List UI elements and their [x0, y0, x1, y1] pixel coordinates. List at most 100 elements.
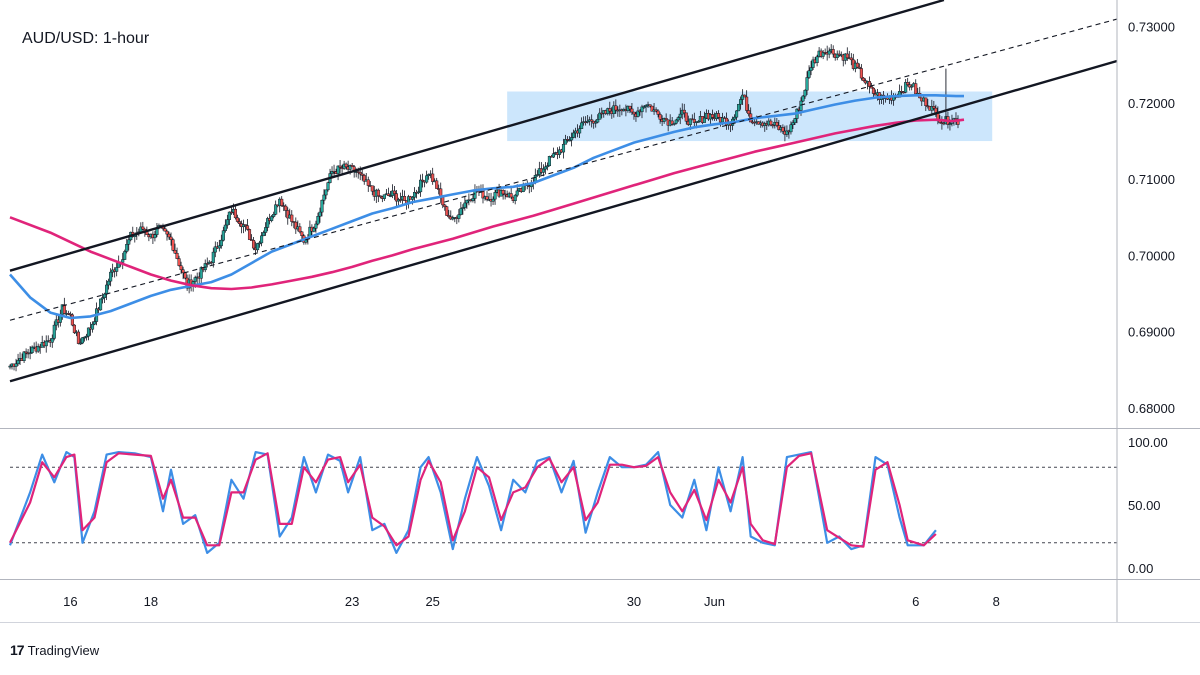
- candle: [791, 120, 795, 129]
- candle: [84, 333, 89, 341]
- candle: [572, 129, 576, 139]
- candle: [608, 101, 612, 116]
- candle-body: [630, 108, 634, 113]
- candle: [463, 196, 467, 211]
- candle: [551, 147, 555, 159]
- candle: [769, 118, 773, 127]
- candle: [82, 336, 87, 342]
- candle-body: [674, 119, 678, 124]
- channel-mid-line: [9, 18, 1118, 321]
- chart-title: AUD/USD: 1-hour: [22, 30, 150, 47]
- candle-body: [350, 165, 354, 168]
- candle: [481, 184, 485, 204]
- candle: [394, 189, 398, 207]
- candle-body: [803, 89, 807, 97]
- candle: [103, 292, 107, 304]
- candle: [827, 47, 831, 59]
- candle: [199, 266, 203, 284]
- candle-body: [445, 206, 449, 216]
- candle-body: [392, 190, 396, 194]
- candle-body: [650, 105, 654, 112]
- candle: [743, 94, 747, 98]
- candle-body: [509, 193, 513, 198]
- candle-body: [175, 252, 179, 259]
- candle-body: [82, 336, 87, 339]
- price-tick-label: 0.72000: [1128, 96, 1175, 111]
- candle-body: [280, 198, 284, 206]
- candle-body: [515, 190, 519, 196]
- candle-body: [904, 82, 908, 93]
- candle: [435, 177, 439, 189]
- candle: [914, 79, 918, 96]
- candle: [775, 118, 779, 128]
- oscillator-panel: 100.00 50.00 0.00: [8, 435, 1168, 576]
- candle: [598, 108, 602, 120]
- candle-body: [745, 96, 749, 111]
- candle: [225, 214, 229, 229]
- candle: [28, 346, 32, 360]
- candle-body: [227, 211, 231, 220]
- candle-body: [644, 105, 648, 107]
- candle: [910, 84, 914, 91]
- candle-body: [225, 219, 229, 226]
- candle: [745, 90, 749, 113]
- candle-body: [457, 214, 461, 219]
- candle: [320, 199, 324, 217]
- candle: [256, 242, 260, 253]
- candle-body: [360, 173, 364, 176]
- candle-body: [867, 81, 871, 87]
- candle-body: [781, 127, 785, 132]
- candle-body: [322, 194, 326, 201]
- candle: [16, 353, 20, 366]
- candle: [36, 343, 40, 353]
- candle-body: [243, 224, 248, 226]
- candle-body: [260, 235, 264, 244]
- candle: [24, 348, 28, 359]
- candle: [175, 247, 179, 260]
- candle-body: [320, 199, 324, 213]
- candle: [594, 119, 598, 128]
- candle: [443, 203, 447, 211]
- candle: [366, 176, 370, 192]
- candle-body: [109, 271, 113, 282]
- candle-body: [807, 70, 811, 78]
- candle: [318, 207, 322, 223]
- candle-body: [86, 327, 91, 337]
- candle: [733, 114, 737, 122]
- candle: [924, 97, 928, 112]
- candle: [676, 116, 680, 122]
- candle-body: [266, 218, 270, 228]
- candle-body: [543, 166, 547, 170]
- candle: [906, 77, 910, 87]
- candle-body: [789, 124, 793, 133]
- candle: [654, 107, 658, 113]
- candle-body: [845, 53, 849, 59]
- candle: [280, 196, 284, 207]
- candle-body: [716, 113, 721, 118]
- candle: [262, 230, 266, 237]
- candle: [328, 168, 332, 184]
- candle: [266, 216, 270, 232]
- candle: [513, 194, 517, 205]
- candle: [294, 217, 298, 234]
- candle: [382, 194, 386, 201]
- candle: [867, 76, 871, 94]
- candle: [465, 199, 469, 209]
- candle: [674, 118, 678, 125]
- candle-body: [169, 236, 173, 240]
- candle-body: [590, 119, 594, 122]
- candle: [831, 45, 835, 58]
- candle-body: [177, 258, 181, 266]
- candle-body: [425, 175, 429, 183]
- candle: [648, 104, 652, 108]
- candle-body: [747, 110, 751, 115]
- tradingview-brand: 17 TradingView: [10, 642, 99, 658]
- candle: [735, 110, 739, 121]
- candle-body: [316, 215, 320, 225]
- candle: [171, 238, 175, 252]
- candle: [179, 261, 183, 275]
- candle-body: [247, 229, 252, 240]
- price-tick-label: 0.70000: [1128, 248, 1175, 263]
- time-tick-label: 30: [627, 594, 641, 609]
- candle: [710, 109, 714, 121]
